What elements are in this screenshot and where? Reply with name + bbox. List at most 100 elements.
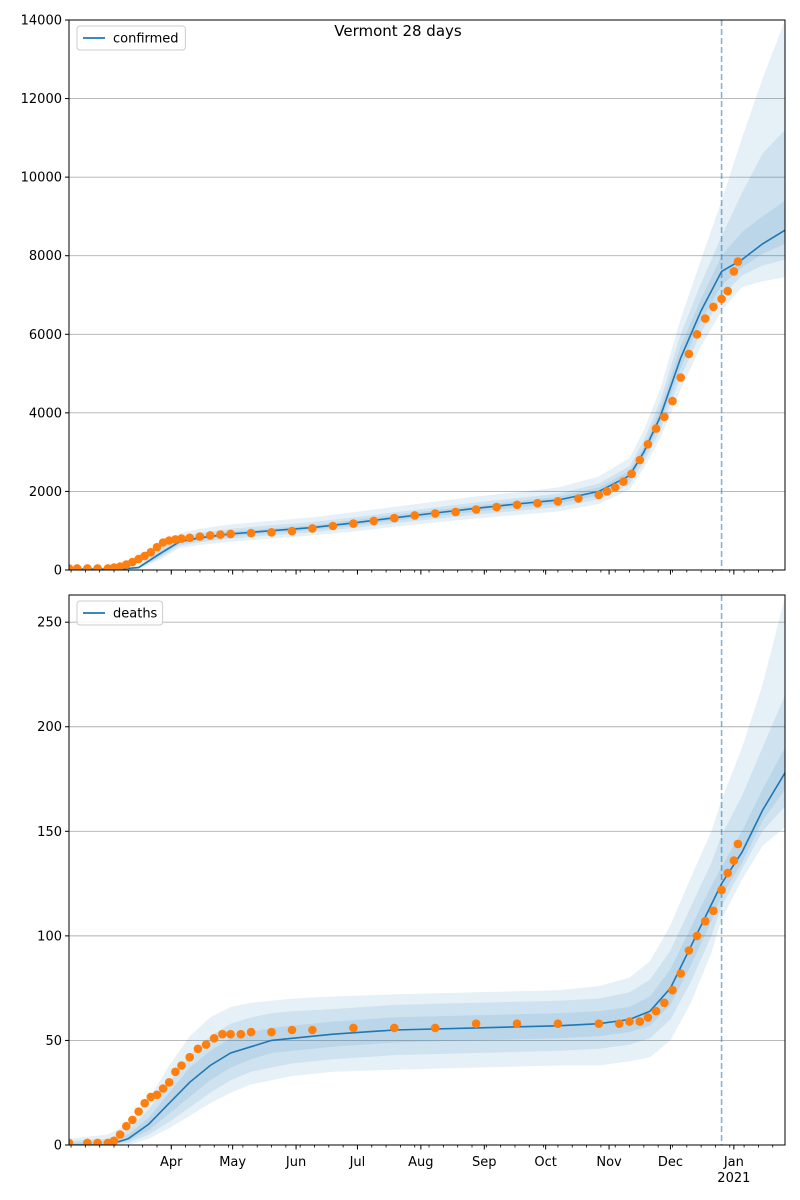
- observed-point: [430, 1023, 440, 1033]
- observed-point: [619, 477, 628, 486]
- observed-point: [267, 1027, 276, 1037]
- observed-point: [692, 931, 702, 941]
- observed-point: [651, 424, 661, 433]
- observed-point: [733, 839, 743, 849]
- x-tick-label: Dec: [658, 1155, 683, 1170]
- confidence-band-3: [69, 747, 785, 1145]
- observed-point: [410, 511, 420, 520]
- observed-point: [140, 1098, 149, 1108]
- y-tick-label: 14000: [21, 14, 62, 29]
- observed-point: [93, 564, 102, 570]
- observed-point: [152, 1090, 162, 1100]
- y-tick-label: 100: [37, 929, 62, 944]
- observed-point: [158, 1084, 168, 1093]
- observed-point: [676, 373, 685, 382]
- observed-point: [69, 1138, 74, 1145]
- observed-point: [205, 531, 215, 540]
- observed-point: [236, 1029, 246, 1039]
- confidence-band-1: [69, 597, 785, 1145]
- observed-point: [369, 516, 379, 526]
- observed-point: [287, 526, 297, 536]
- observed-point: [643, 1013, 653, 1022]
- x-tick-sublabel: 2021: [717, 1171, 750, 1186]
- x-tick-label: Apr: [160, 1155, 183, 1170]
- observed-point: [533, 498, 542, 508]
- plot-area: [69, 20, 785, 570]
- x-tick-label: Jul: [349, 1155, 366, 1170]
- y-tick-label: 2000: [29, 485, 62, 500]
- observed-point: [122, 1121, 131, 1131]
- observed-point: [471, 1019, 481, 1028]
- y-tick-label: 0: [54, 564, 62, 579]
- x-tick-label: Nov: [596, 1155, 622, 1170]
- observed-point: [267, 528, 276, 537]
- deaths-panel: 0 50 100 150 200 250 Apr May Jun Jul Aug Sep Oct Nov D…: [37, 594, 786, 1186]
- observed-point: [195, 532, 205, 541]
- legend-box: [76, 25, 186, 51]
- observed-point: [709, 302, 718, 312]
- plot-area: [69, 595, 785, 1145]
- observed-point: [660, 998, 669, 1008]
- observed-point: [594, 1019, 604, 1028]
- axes-frame: [68, 19, 786, 571]
- legend-label: deaths: [113, 607, 158, 622]
- observed-point: [635, 455, 645, 465]
- observed-point: [717, 885, 726, 895]
- confidence-band-1: [69, 20, 785, 570]
- observed-point: [308, 524, 317, 533]
- observed-point: [216, 530, 225, 539]
- figure-title: Vermont 28 days: [334, 22, 462, 40]
- legend-box: [76, 600, 164, 626]
- y-tick-label: 10000: [21, 171, 62, 186]
- observed-point: [390, 1023, 399, 1033]
- observed-point: [610, 483, 620, 492]
- legend: confirmed: [76, 25, 186, 51]
- observed-point: [171, 1067, 180, 1077]
- observed-point: [72, 564, 82, 570]
- legend: deaths: [76, 600, 164, 626]
- observed-point: [226, 1029, 235, 1039]
- observed-point: [553, 1019, 563, 1028]
- y-tick-label: 200: [37, 720, 62, 735]
- observed-point: [193, 1044, 203, 1054]
- y-tick-label: 50: [45, 1034, 62, 1049]
- observed-point: [349, 519, 358, 528]
- observed-point: [668, 396, 677, 406]
- observed-point: [643, 440, 653, 449]
- observed-point: [676, 969, 685, 978]
- y-tick-label: 0: [54, 1139, 62, 1154]
- observed-point: [729, 856, 739, 865]
- observed-point: [430, 509, 440, 518]
- observed-point: [246, 528, 256, 538]
- observed-point: [349, 1023, 358, 1033]
- observed-point: [146, 548, 156, 557]
- observed-point: [152, 542, 162, 552]
- axes-frame: [68, 594, 786, 1146]
- x-tick-label: Sep: [472, 1155, 497, 1170]
- observed-point: [164, 1078, 174, 1087]
- observed-point: [69, 564, 74, 570]
- observed-point: [115, 1130, 125, 1139]
- observed-point: [390, 513, 399, 523]
- observed-point: [83, 1138, 92, 1145]
- observed-point: [692, 330, 702, 339]
- observed-point: [733, 257, 743, 266]
- confirmed-panel: 0 2000 4000 6000 8000 10000 12000 14000 confirme…: [21, 14, 786, 579]
- observed-point: [185, 1052, 194, 1062]
- observed-point: [177, 534, 186, 543]
- observed-point: [128, 1115, 137, 1125]
- observed-point: [602, 487, 612, 496]
- observed-point: [625, 1017, 634, 1026]
- observed-point: [218, 1029, 227, 1039]
- observed-point: [471, 505, 481, 514]
- y-tick-label: 4000: [29, 406, 62, 421]
- y-tick-label: 8000: [29, 249, 62, 264]
- observed-point: [308, 1025, 317, 1035]
- observed-point: [723, 286, 732, 296]
- observed-point: [594, 490, 604, 500]
- x-tick-label: May: [219, 1155, 246, 1170]
- observed-point: [209, 1034, 219, 1043]
- y-tick-label: 12000: [21, 92, 62, 107]
- observed-point: [627, 469, 636, 479]
